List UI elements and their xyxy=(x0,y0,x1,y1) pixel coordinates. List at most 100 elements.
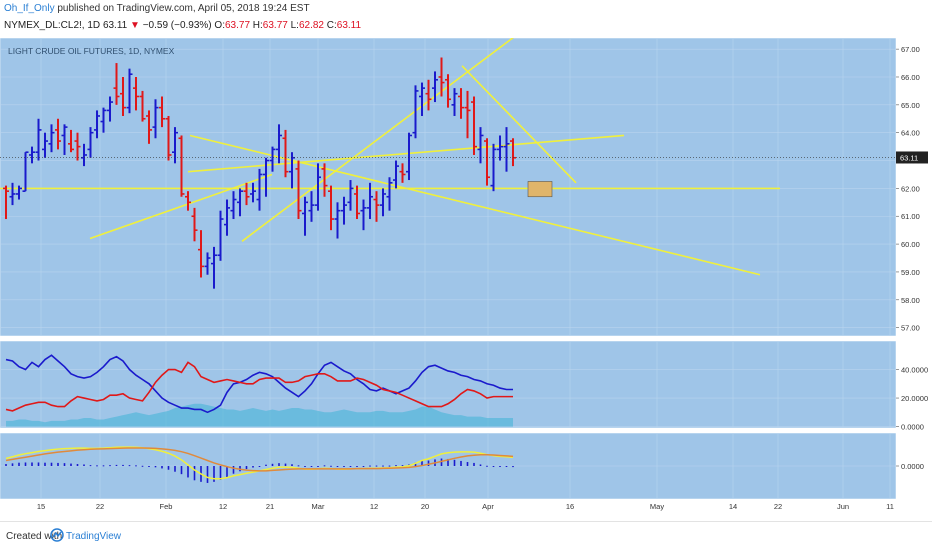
macd-histogram-bar xyxy=(473,462,475,466)
ohlc-open: 63.77 xyxy=(224,20,251,31)
macd-histogram-bar xyxy=(83,464,85,466)
macd-histogram-bar xyxy=(343,466,345,467)
down-arrow-icon: ▼ xyxy=(130,20,140,31)
macd-histogram-bar xyxy=(499,466,501,467)
ohlc-bar xyxy=(354,185,360,220)
chart-title: LIGHT CRUDE OIL FUTURES, 1D, NYMEX xyxy=(8,46,175,56)
y-tick-label: 67.00 xyxy=(901,45,920,54)
x-tick-label: 16 xyxy=(566,502,574,511)
ohlc-bar xyxy=(380,188,386,217)
macd-histogram-bar xyxy=(336,466,339,467)
ohlc-bar xyxy=(55,118,61,150)
ohlc-bar xyxy=(152,99,159,139)
macd-histogram-bar xyxy=(232,466,235,474)
ohlc-bar xyxy=(315,163,321,211)
x-tick-label: 11 xyxy=(886,502,894,511)
ohlc-bar xyxy=(191,207,198,242)
ohlc-bar xyxy=(224,199,230,236)
y-tick-label: 40.0000 xyxy=(901,366,928,375)
ohlc-bar xyxy=(393,160,399,189)
y-tick-label: 57.00 xyxy=(901,324,920,333)
tradingview-brand-link[interactable]: TradingView xyxy=(66,531,122,542)
macd-histogram-bar xyxy=(323,465,326,467)
y-tick-label: 0.0000 xyxy=(901,423,924,432)
x-tick-label: May xyxy=(650,502,664,511)
x-tick-label: Mar xyxy=(312,502,325,511)
x-tick-label: 15 xyxy=(37,502,45,511)
macd-histogram-bar xyxy=(252,466,254,468)
ohlc-bar xyxy=(61,124,68,155)
macd-histogram-bar xyxy=(5,464,7,466)
ohlc-bar xyxy=(308,191,315,222)
ohlc-bar xyxy=(497,135,503,161)
ohlc-bar xyxy=(230,191,237,220)
macd-histogram-bar xyxy=(109,465,111,467)
macd-histogram-bar xyxy=(63,463,66,466)
macd-histogram-bar xyxy=(453,459,456,466)
ohlc-bar xyxy=(451,88,458,116)
macd-histogram-bar xyxy=(206,466,209,483)
trend-line xyxy=(241,38,514,242)
macd-histogram-bar xyxy=(219,466,222,480)
last-price-tag xyxy=(896,151,928,164)
macd-histogram-bar xyxy=(11,463,14,466)
ohlc-bar xyxy=(269,146,276,172)
ohlc-high: 63.77 xyxy=(262,20,288,31)
dmi-plus-line xyxy=(5,354,513,414)
macd-histogram-bar xyxy=(89,465,92,467)
macd-histogram-bar xyxy=(245,466,248,470)
ohlc-bar xyxy=(419,82,425,116)
ohlc-close-label: C: xyxy=(326,20,337,31)
price-chart[interactable]: 67.0066.0065.0064.0063.0062.0061.0060.00… xyxy=(0,38,932,512)
ohlc-close: 63.11 xyxy=(336,20,362,31)
ohlc-bar xyxy=(263,157,269,197)
publisher-username[interactable]: Oh_If_Only xyxy=(4,3,55,14)
macd-histogram-bar xyxy=(154,466,157,468)
macd-histogram-bar xyxy=(362,466,365,467)
y-tick-label: 61.00 xyxy=(901,212,920,221)
ohlc-bar xyxy=(256,168,263,211)
ohlc-bar xyxy=(302,196,308,236)
macd-histogram-bar xyxy=(317,466,319,467)
y-tick-label: 66.00 xyxy=(901,73,920,82)
footer: Created with TradingView xyxy=(0,521,932,551)
macd-histogram-bar xyxy=(310,466,313,467)
ohlc-bar xyxy=(406,132,412,181)
macd-histogram-bar xyxy=(148,466,150,467)
ohlc-bar xyxy=(484,138,490,186)
macd-histogram-bar xyxy=(278,463,280,466)
ohlc-bar xyxy=(94,110,100,139)
ohlc-low: 62.82 xyxy=(298,20,324,31)
ohlc-bar xyxy=(334,202,341,239)
macd-histogram-bar xyxy=(226,466,228,477)
macd-histogram-bar xyxy=(304,466,306,467)
macd-histogram-bar xyxy=(180,466,183,475)
symbol-ticker: NYMEX_DL:CL2!, 1D xyxy=(4,20,101,31)
publish-info: Oh_If_Only published on TradingView.com,… xyxy=(4,3,310,14)
ohlc-bar xyxy=(120,76,126,116)
ohlc-bar xyxy=(107,96,113,122)
macd-histogram-bar xyxy=(271,463,274,466)
macd-histogram-bar xyxy=(460,460,462,466)
x-tick-label: 21 xyxy=(266,502,274,511)
ohlc-bar xyxy=(360,199,367,231)
ohlc-bar xyxy=(42,132,48,158)
ohlc-high-label: H: xyxy=(252,20,263,31)
ohlc-bar xyxy=(113,63,120,105)
ohlc-bar xyxy=(367,182,373,220)
ohlc-bar xyxy=(295,160,302,220)
ohlc-bar xyxy=(9,182,16,206)
macd-histogram-bar xyxy=(31,462,33,466)
macd-histogram-bar xyxy=(356,466,358,467)
x-tick-label: 22 xyxy=(774,502,782,511)
macd-histogram-bar xyxy=(122,464,124,466)
ohlc-bar xyxy=(198,230,204,278)
macd-histogram-bar xyxy=(492,466,495,467)
ohlc-bar xyxy=(458,88,464,119)
ohlc-bar xyxy=(178,135,185,197)
macd-histogram-bar xyxy=(258,466,261,467)
ohlc-bar xyxy=(438,57,445,97)
macd-histogram-bar xyxy=(486,465,488,467)
ohlc-bar xyxy=(282,129,289,178)
y-tick-label: 59.00 xyxy=(901,268,920,277)
